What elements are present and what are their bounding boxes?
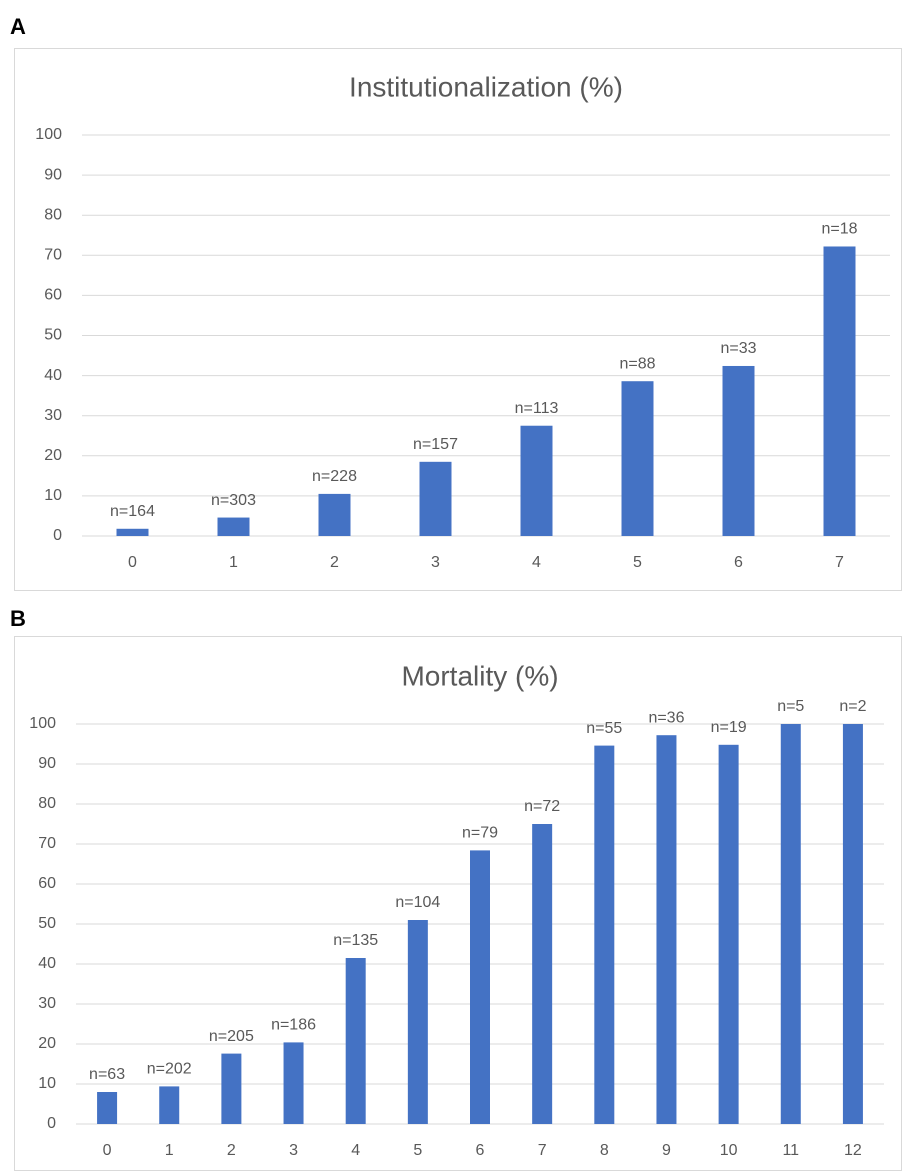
- x-tick-label: 11: [782, 1142, 799, 1159]
- y-tick-label: 70: [38, 835, 56, 852]
- y-tick-label: 30: [44, 407, 62, 424]
- bar: [345, 958, 366, 1124]
- bar: [842, 724, 863, 1124]
- y-tick-label: 70: [44, 247, 62, 264]
- bar-label: n=5: [777, 698, 804, 715]
- bar: [419, 461, 452, 536]
- y-tick-label: 20: [44, 447, 62, 464]
- y-tick-label: 100: [29, 715, 56, 732]
- bar: [470, 850, 490, 1124]
- bar: [823, 246, 856, 536]
- y-tick-label: 0: [53, 527, 62, 544]
- bar: [217, 517, 250, 536]
- chart-title: Institutionalization (%): [349, 71, 623, 102]
- bar: [718, 744, 739, 1124]
- y-tick-label: 40: [38, 955, 56, 972]
- bar-label: n=157: [413, 436, 458, 453]
- x-tick-label: 6: [734, 554, 743, 571]
- y-tick-label: 60: [44, 287, 62, 304]
- x-tick-label: 0: [103, 1142, 112, 1159]
- x-tick-label: 2: [227, 1142, 236, 1159]
- bar-label: n=88: [619, 355, 655, 372]
- bar: [318, 493, 351, 536]
- y-tick-label: 40: [44, 367, 62, 384]
- panel-label: B: [10, 606, 26, 631]
- bar-label: n=202: [147, 1061, 192, 1078]
- x-tick-label: 10: [720, 1142, 738, 1159]
- x-tick-label: 7: [835, 554, 844, 571]
- y-tick-label: 60: [38, 875, 56, 892]
- bar: [594, 745, 615, 1124]
- x-tick-label: 5: [633, 554, 642, 571]
- y-tick-label: 90: [44, 166, 62, 183]
- bar-label: n=63: [89, 1066, 125, 1083]
- bar-label: n=164: [110, 503, 155, 520]
- bar-label: n=205: [209, 1028, 254, 1045]
- bar: [283, 1042, 304, 1124]
- bar-label: n=113: [515, 400, 559, 417]
- chart-frame: [14, 636, 902, 1171]
- bar-label: n=36: [648, 709, 684, 726]
- x-tick-label: 9: [662, 1142, 671, 1159]
- bar-label: n=33: [720, 340, 756, 357]
- bar: [97, 1092, 118, 1124]
- y-tick-label: 20: [38, 1035, 56, 1052]
- bar-label: n=104: [395, 894, 440, 911]
- y-tick-label: 80: [44, 206, 62, 223]
- x-tick-label: 3: [289, 1142, 298, 1159]
- panel-label: A: [10, 14, 26, 39]
- y-tick-label: 90: [38, 755, 56, 772]
- x-tick-label: 1: [229, 554, 238, 571]
- bar-label: n=2: [839, 698, 866, 715]
- y-tick-label: 50: [38, 915, 56, 932]
- bar: [520, 425, 553, 536]
- x-tick-label: 2: [330, 554, 339, 571]
- x-tick-label: 4: [351, 1142, 360, 1159]
- bar: [621, 381, 654, 536]
- bar: [722, 365, 755, 536]
- bar: [656, 735, 677, 1124]
- y-tick-label: 10: [38, 1075, 56, 1092]
- y-tick-label: 10: [44, 487, 62, 504]
- bar-label: n=228: [312, 468, 357, 485]
- y-tick-label: 30: [38, 995, 56, 1012]
- bar-label: n=55: [586, 720, 622, 737]
- bar: [407, 920, 428, 1124]
- bar-label: n=19: [711, 719, 747, 736]
- bar-label: n=186: [271, 1017, 316, 1034]
- y-tick-label: 100: [35, 126, 62, 143]
- bar: [159, 1086, 180, 1124]
- y-tick-label: 0: [47, 1115, 56, 1132]
- y-tick-label: 50: [44, 327, 62, 344]
- x-tick-label: 5: [413, 1142, 422, 1159]
- bar: [780, 724, 801, 1124]
- x-tick-label: 6: [476, 1142, 485, 1159]
- bar-label: n=79: [462, 825, 498, 842]
- x-tick-label: 3: [431, 554, 440, 571]
- x-tick-label: 8: [600, 1142, 609, 1159]
- bar-label: n=18: [821, 221, 857, 238]
- chart-title: Mortality (%): [401, 660, 558, 691]
- x-tick-label: 4: [532, 554, 541, 571]
- bar-label: n=303: [211, 492, 256, 509]
- bar: [116, 528, 149, 536]
- bar-label: n=135: [333, 932, 378, 949]
- bar: [221, 1053, 242, 1124]
- x-tick-label: 1: [165, 1142, 174, 1159]
- x-tick-label: 7: [538, 1142, 547, 1159]
- bar: [532, 824, 553, 1124]
- x-tick-label: 0: [128, 554, 137, 571]
- x-tick-label: 12: [844, 1142, 862, 1159]
- bar-label: n=72: [524, 798, 560, 815]
- y-tick-label: 80: [38, 795, 56, 812]
